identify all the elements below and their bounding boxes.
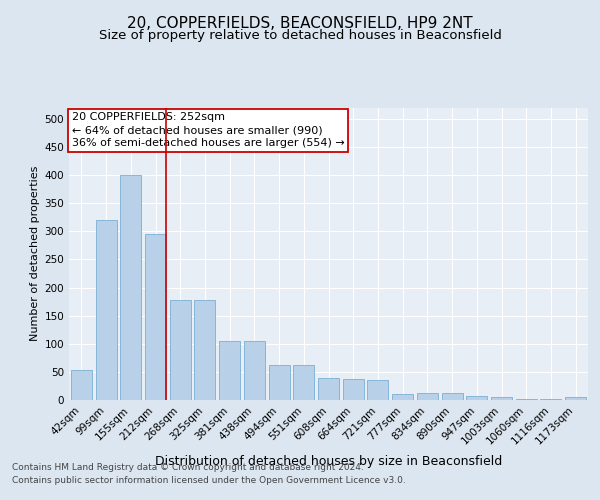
Text: Contains HM Land Registry data © Crown copyright and database right 2024.: Contains HM Land Registry data © Crown c…: [12, 462, 364, 471]
Text: 20 COPPERFIELDS: 252sqm
← 64% of detached houses are smaller (990)
36% of semi-d: 20 COPPERFIELDS: 252sqm ← 64% of detache…: [71, 112, 344, 148]
Bar: [541, 399, 562, 400]
Bar: [367, 380, 388, 400]
Bar: [145, 234, 166, 400]
Bar: [392, 394, 413, 400]
Bar: [442, 392, 463, 400]
Y-axis label: Number of detached properties: Number of detached properties: [30, 166, 40, 342]
Bar: [565, 397, 586, 400]
Bar: [95, 220, 116, 400]
Bar: [194, 300, 215, 400]
Bar: [120, 175, 141, 400]
Bar: [269, 364, 290, 400]
Bar: [244, 341, 265, 400]
Bar: [293, 364, 314, 400]
Text: Contains public sector information licensed under the Open Government Licence v3: Contains public sector information licen…: [12, 476, 406, 485]
Bar: [71, 370, 92, 400]
Bar: [318, 378, 339, 400]
Bar: [170, 300, 191, 400]
Bar: [466, 396, 487, 400]
X-axis label: Distribution of detached houses by size in Beaconsfield: Distribution of detached houses by size …: [155, 454, 502, 468]
Bar: [417, 392, 438, 400]
Bar: [219, 341, 240, 400]
Bar: [516, 399, 537, 400]
Text: 20, COPPERFIELDS, BEACONSFIELD, HP9 2NT: 20, COPPERFIELDS, BEACONSFIELD, HP9 2NT: [127, 16, 473, 31]
Bar: [491, 397, 512, 400]
Bar: [343, 378, 364, 400]
Text: Size of property relative to detached houses in Beaconsfield: Size of property relative to detached ho…: [98, 29, 502, 42]
